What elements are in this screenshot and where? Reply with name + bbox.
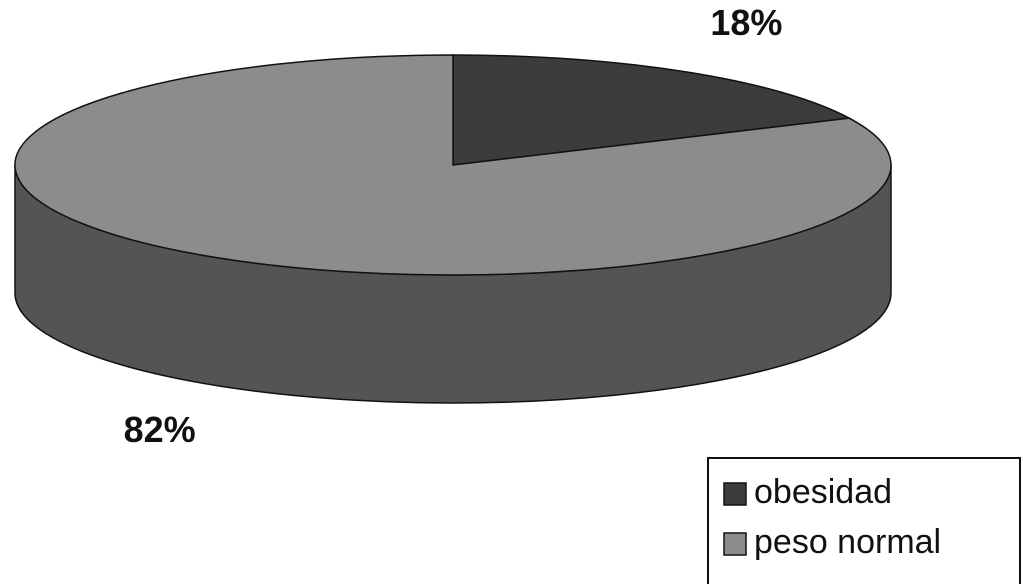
pie-slice <box>14 54 892 276</box>
data-label: 18% <box>710 2 782 43</box>
legend-swatch <box>723 532 747 556</box>
data-labels: 18% 82% <box>124 2 783 450</box>
legend-label: obesidad <box>754 473 892 511</box>
legend-swatch <box>723 482 747 506</box>
legend-label: peso normal <box>754 523 941 561</box>
pie-slice <box>452 54 852 166</box>
legend-box <box>707 457 1021 584</box>
pie-top <box>14 54 892 276</box>
data-label: 82% <box>124 409 196 450</box>
legend: obesidad peso normal <box>707 457 1021 584</box>
